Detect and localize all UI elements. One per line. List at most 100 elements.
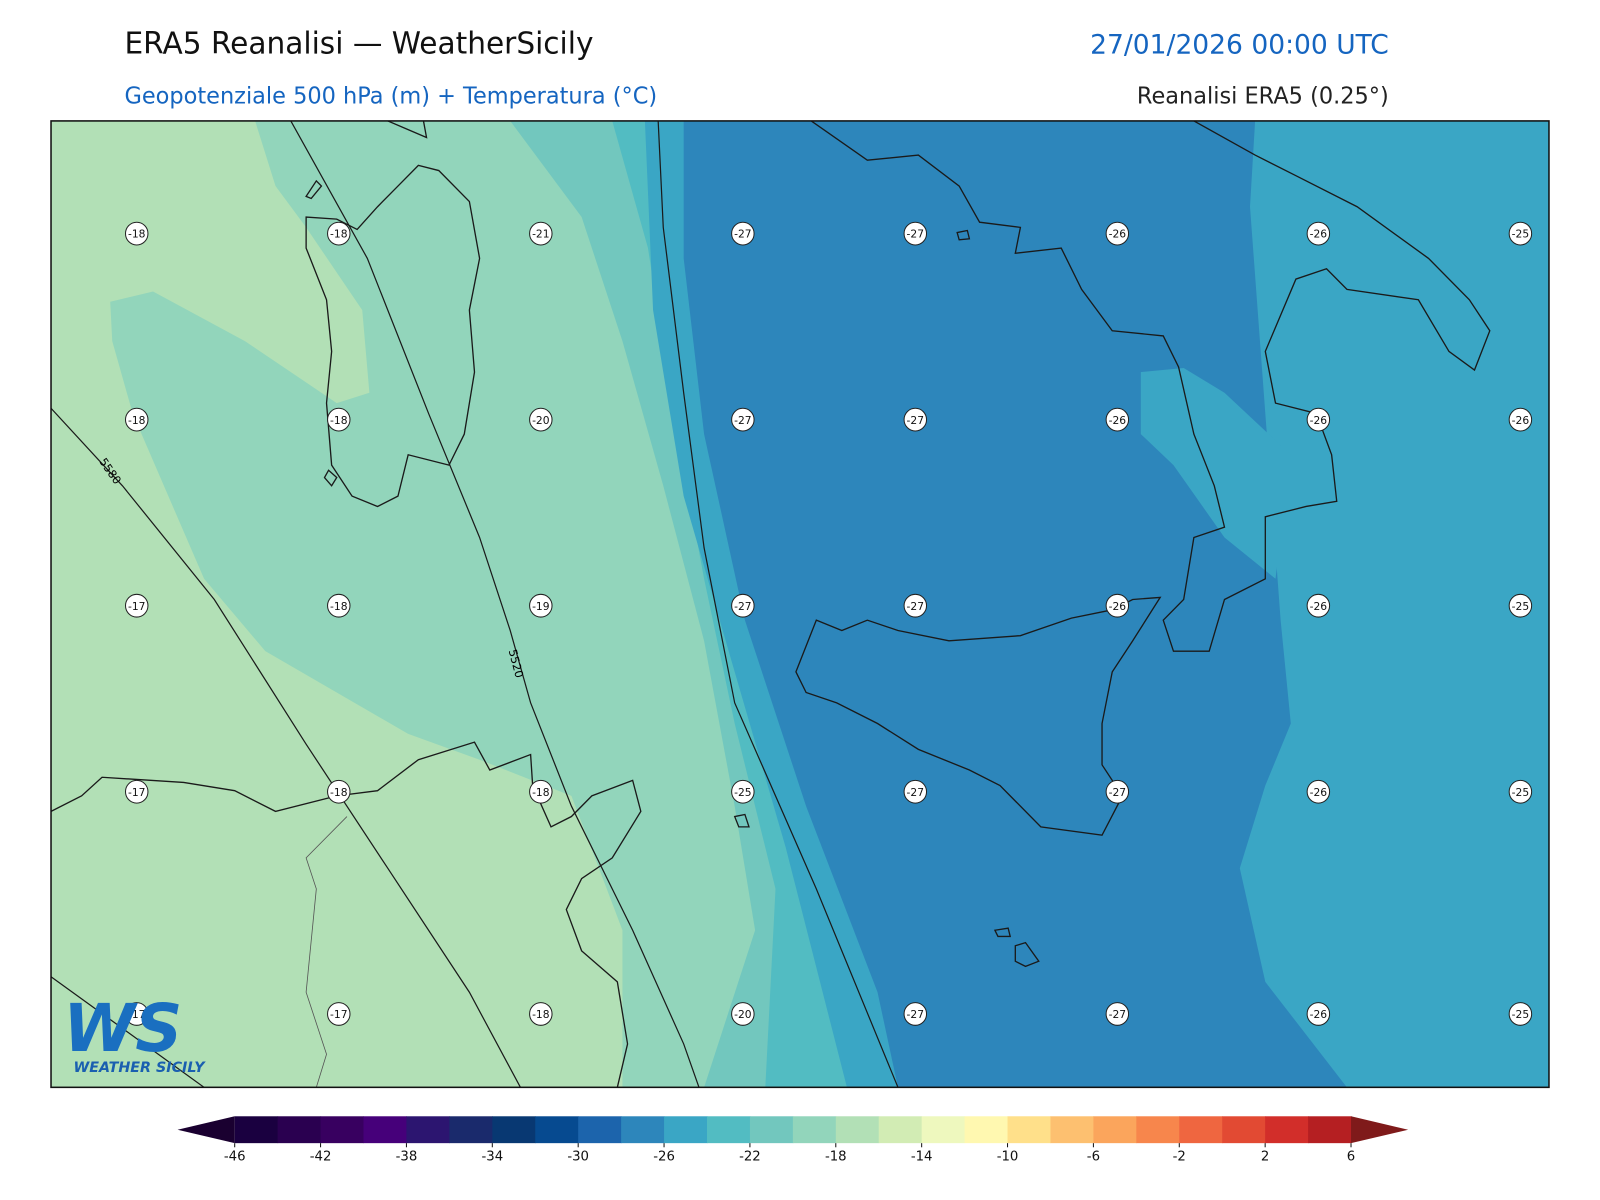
colorbar-band <box>277 1116 322 1144</box>
station-marker <box>1508 593 1533 618</box>
station: -18 <box>327 593 351 618</box>
station-value: -18 <box>532 786 550 799</box>
station-marker <box>1105 779 1130 804</box>
station: -25 <box>1508 779 1533 804</box>
station-marker <box>125 221 149 246</box>
station-marker <box>731 1002 755 1026</box>
station: -18 <box>125 407 149 432</box>
station-value: -27 <box>734 228 751 241</box>
station: -17 <box>327 1002 351 1026</box>
station-marker <box>1508 407 1533 432</box>
station: -17 <box>125 779 149 804</box>
station: -25 <box>1508 221 1533 246</box>
station-value: -27 <box>907 600 924 613</box>
colorbar: -46 -42 -38 -34 -30 -26 -22 -18 -14 -10 -6 -2 2 6 <box>177 1116 1409 1165</box>
station: -20 <box>731 1002 755 1026</box>
station-value: -27 <box>907 228 924 241</box>
colorbar-band <box>406 1116 450 1144</box>
station: -18 <box>529 1002 553 1026</box>
station: -26 <box>1508 407 1533 432</box>
colorbar-extend <box>1351 1116 1409 1144</box>
temp-fill <box>1140 367 1291 579</box>
station: -17 <box>125 593 149 618</box>
colorbar-tick-label: -2 <box>1173 1150 1186 1165</box>
station-marker <box>1306 779 1331 804</box>
colorbar-tick-label: 6 <box>1347 1150 1355 1165</box>
border <box>305 816 348 1088</box>
station-value: -17 <box>128 786 145 799</box>
station-marker <box>1508 779 1533 804</box>
station-value: -18 <box>330 228 348 241</box>
station-value: -20 <box>734 1008 752 1021</box>
station-marker <box>1306 407 1331 432</box>
station-value: -17 <box>330 1008 347 1021</box>
station-marker <box>1105 407 1130 432</box>
station-value: -27 <box>907 786 924 799</box>
station-marker <box>529 779 553 804</box>
station-marker <box>529 593 553 618</box>
station-marker <box>327 407 351 432</box>
station-value: -26 <box>1109 414 1127 427</box>
station-marker <box>1105 1002 1130 1026</box>
station-marker <box>1508 1002 1533 1026</box>
station: -27 <box>1105 779 1130 804</box>
station: -17 <box>125 1002 149 1026</box>
colorbar-band <box>835 1116 880 1144</box>
colorbar-band <box>320 1116 365 1144</box>
station-value: -27 <box>1109 1008 1126 1021</box>
temp-fill <box>683 120 1347 1088</box>
station-value: -18 <box>128 228 146 241</box>
colorbar-tick-label: -34 <box>481 1150 503 1165</box>
logo-name: WEATHER SICILY <box>73 1060 206 1076</box>
station-marker <box>1306 221 1331 246</box>
station-value: -18 <box>330 786 348 799</box>
station-value: -21 <box>532 228 549 241</box>
contour-line <box>51 407 521 1088</box>
station-marker <box>327 1002 351 1026</box>
station-marker <box>327 779 351 804</box>
station-marker <box>529 407 553 432</box>
station: -26 <box>1105 221 1130 246</box>
station-marker <box>327 221 351 246</box>
station-value: -18 <box>330 600 348 613</box>
colorbar-band <box>1136 1116 1180 1144</box>
station-value: -25 <box>1512 228 1529 241</box>
colorbar-tick-label: -6 <box>1087 1150 1100 1165</box>
station-marker <box>1306 593 1331 618</box>
station-marker <box>125 407 149 432</box>
station-value: -26 <box>1310 600 1328 613</box>
station-value: -18 <box>128 414 146 427</box>
station-value: -18 <box>330 414 348 427</box>
station: -25 <box>1508 593 1533 618</box>
station-value: -27 <box>734 600 751 613</box>
station: -27 <box>731 593 755 618</box>
station-marker <box>125 779 149 804</box>
colorbar-band <box>1093 1116 1137 1144</box>
station-marker <box>731 779 755 804</box>
coastline <box>810 120 1491 652</box>
colorbar-band <box>664 1116 708 1144</box>
station-value: -27 <box>907 414 924 427</box>
station: -21 <box>529 221 553 246</box>
contour-line <box>657 120 899 1088</box>
colorbar-band <box>1179 1116 1223 1144</box>
station: -26 <box>1306 221 1331 246</box>
colorbar-tick-label: -26 <box>653 1150 675 1165</box>
colorbar-band <box>1050 1116 1094 1144</box>
station-value: -27 <box>734 414 751 427</box>
colorbar-band <box>449 1116 493 1144</box>
station-value: -17 <box>128 600 145 613</box>
station-marker <box>903 407 928 432</box>
station-marker <box>1306 1002 1331 1026</box>
colorbar-band <box>749 1116 794 1144</box>
coastline <box>733 596 1162 968</box>
title: ERA5 Reanalisi — WeatherSicily <box>124 27 593 62</box>
coastline <box>305 120 481 508</box>
station-marker <box>903 593 928 618</box>
station: -27 <box>903 1002 928 1026</box>
station-value: -17 <box>128 1008 145 1021</box>
colorbar-band <box>621 1116 665 1144</box>
station-value: -25 <box>1512 600 1529 613</box>
station-value: -26 <box>1310 228 1328 241</box>
